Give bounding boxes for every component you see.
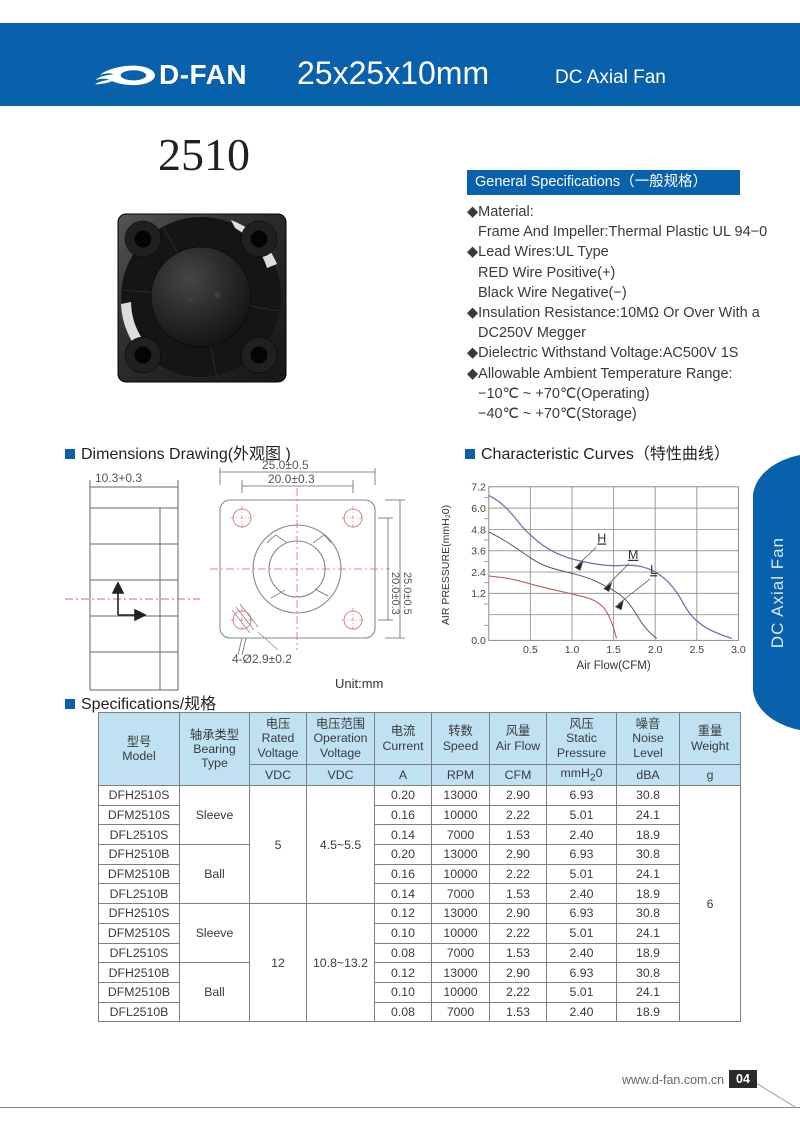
svg-text:10.3+0.3: 10.3+0.3: [95, 471, 142, 485]
svg-text:25.0±0.5: 25.0±0.5: [262, 460, 309, 472]
svg-text:0.0: 0.0: [471, 635, 486, 647]
svg-text:0.5: 0.5: [523, 644, 538, 656]
svg-text:7.2: 7.2: [471, 482, 486, 494]
svg-text:2.0: 2.0: [648, 644, 663, 656]
svg-text:3.6: 3.6: [471, 546, 486, 558]
svg-text:Air Flow(CFM): Air Flow(CFM): [576, 660, 650, 672]
svg-text:1.0: 1.0: [565, 644, 580, 656]
svg-text:3.0: 3.0: [731, 644, 746, 656]
svg-text:25.0±0.5: 25.0±0.5: [401, 572, 413, 615]
svg-text:1.2: 1.2: [471, 588, 486, 600]
svg-text:1.5: 1.5: [606, 644, 621, 656]
svg-text:20.0±0.3: 20.0±0.3: [389, 572, 401, 615]
svg-text:20.0±0.3: 20.0±0.3: [268, 472, 315, 486]
svg-text:2.4: 2.4: [471, 567, 486, 579]
svg-text:H: H: [597, 531, 606, 545]
svg-text:6.0: 6.0: [471, 503, 486, 515]
svg-text:L: L: [650, 563, 657, 577]
svg-text:2.5: 2.5: [689, 644, 704, 656]
svg-text:M: M: [628, 548, 638, 562]
svg-text:4.8: 4.8: [471, 524, 486, 536]
svg-text:4-Ø2.9±0.2: 4-Ø2.9±0.2: [232, 652, 292, 666]
svg-text:Unit:mm: Unit:mm: [335, 676, 383, 691]
